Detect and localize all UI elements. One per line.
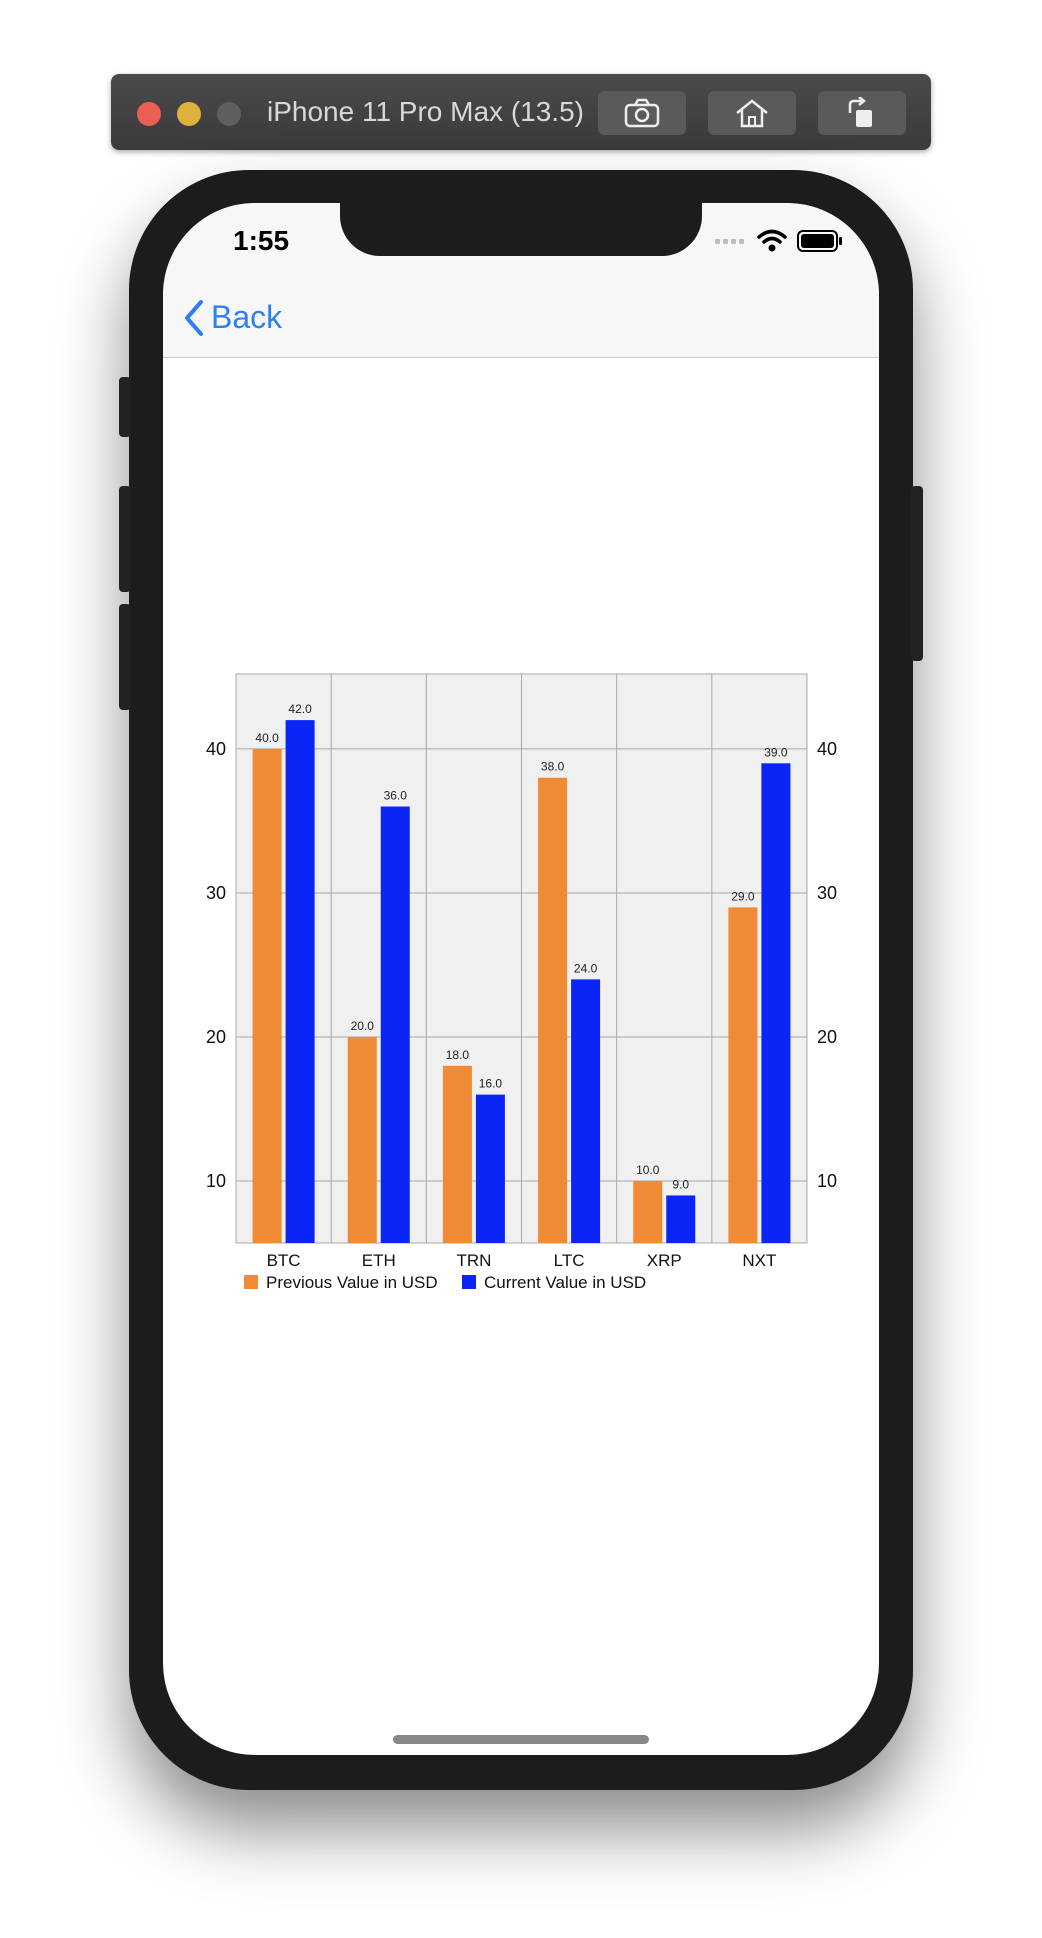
- simulator-toolbar: iPhone 11 Pro Max (13.5): [111, 74, 931, 150]
- bar-previous-nxt: [728, 907, 758, 1243]
- bar-previous-btc: [252, 748, 282, 1243]
- data-label: 29.0: [731, 889, 755, 903]
- volume-down-button: [119, 604, 131, 710]
- y-axis-left-tick-label: 30: [206, 883, 226, 903]
- screenshot-button[interactable]: [598, 91, 686, 135]
- x-axis-tick-label: NXT: [742, 1251, 776, 1270]
- bar-previous-xrp: [633, 1181, 663, 1243]
- legend-entry: Previous Value in USD: [266, 1273, 438, 1292]
- data-label: 42.0: [288, 702, 312, 716]
- data-label: 36.0: [384, 789, 408, 803]
- bar-previous-trn: [442, 1065, 472, 1243]
- y-axis-right-tick-label: 10: [817, 1171, 837, 1191]
- x-axis-tick-label: LTC: [554, 1251, 585, 1270]
- legend-entry: Current Value in USD: [484, 1273, 646, 1292]
- data-label: 40.0: [255, 731, 279, 745]
- x-axis-tick-label: BTC: [267, 1251, 301, 1270]
- home-icon: [736, 99, 768, 128]
- y-axis-left-tick-label: 10: [206, 1171, 226, 1191]
- battery-icon: [797, 230, 842, 252]
- chevron-left-icon: [185, 299, 203, 336]
- axis-labels: 10 10 20 20 30 30 40 40 BTC ETH TRN LTC XRP NXT: [206, 739, 837, 1270]
- status-indicators: [715, 229, 843, 253]
- legend-swatch: [462, 1275, 476, 1289]
- bar-previous-ltc: [538, 777, 568, 1243]
- home-indicator[interactable]: [393, 1735, 649, 1744]
- y-axis-left-tick-label: 40: [206, 739, 226, 759]
- cellular-icon: [715, 239, 744, 244]
- back-label: Back: [211, 299, 283, 335]
- bar-previous-eth: [347, 1037, 377, 1243]
- camera-icon: [624, 98, 660, 128]
- notch: [340, 203, 702, 256]
- back-button[interactable]: Back: [183, 299, 282, 336]
- data-labels: 40.0 42.0 20.0 36.0 18.0 16.0 38.0 24.0 10.0 9.0 2…: [255, 702, 788, 1191]
- bar-current-eth: [380, 806, 410, 1243]
- minimize-window-button[interactable]: [177, 102, 201, 126]
- bar-current-nxt: [761, 763, 791, 1243]
- bar-current-trn: [475, 1094, 505, 1243]
- bar-current-ltc: [571, 979, 601, 1243]
- zoom-window-button[interactable]: [217, 102, 241, 126]
- data-label: 24.0: [574, 961, 598, 975]
- data-label: 16.0: [479, 1077, 503, 1091]
- bar-current-xrp: [666, 1195, 696, 1243]
- data-label: 20.0: [351, 1019, 375, 1033]
- y-axis-left-tick-label: 20: [206, 1027, 226, 1047]
- x-axis-tick-label: TRN: [456, 1251, 491, 1270]
- power-button: [911, 486, 923, 661]
- volume-up-button: [119, 486, 131, 592]
- legend-swatch: [244, 1275, 258, 1289]
- bar-current-btc: [285, 720, 315, 1243]
- data-label: 38.0: [541, 760, 565, 774]
- x-axis-tick-label: ETH: [362, 1251, 396, 1270]
- data-label: 39.0: [764, 745, 788, 759]
- close-window-button[interactable]: [137, 102, 161, 126]
- mute-switch: [119, 377, 131, 437]
- y-axis-right-tick-label: 20: [817, 1027, 837, 1047]
- status-time: 1:55: [233, 225, 290, 256]
- x-axis-tick-label: XRP: [647, 1251, 682, 1270]
- wifi-icon: [757, 229, 787, 252]
- y-axis-right-tick-label: 30: [817, 883, 837, 903]
- legend: Previous Value in USD Current Value in US…: [244, 1273, 646, 1292]
- grid-lines: [236, 674, 807, 1243]
- simulator-title: iPhone 11 Pro Max (13.5): [267, 96, 584, 127]
- home-button[interactable]: [708, 91, 796, 135]
- bars: [252, 720, 791, 1243]
- rotate-button[interactable]: [818, 91, 906, 135]
- data-label: 18.0: [446, 1048, 470, 1062]
- rotate-icon: [848, 97, 872, 127]
- y-axis-right-tick-label: 40: [817, 739, 837, 759]
- data-label: 10.0: [636, 1163, 660, 1177]
- data-label: 9.0: [672, 1177, 689, 1191]
